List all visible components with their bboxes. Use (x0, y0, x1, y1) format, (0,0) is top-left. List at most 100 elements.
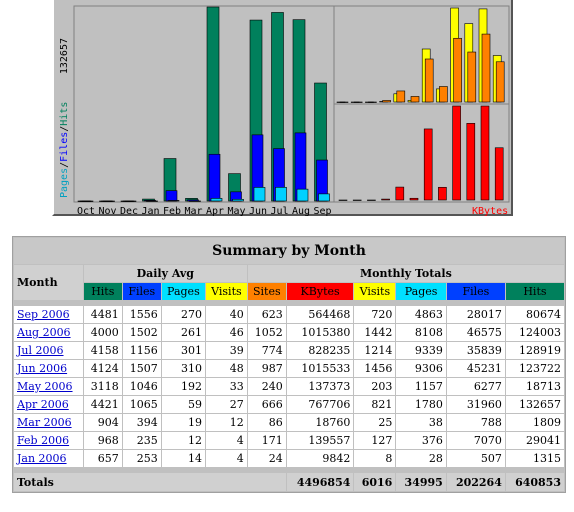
pages-bar (103, 200, 115, 202)
legend-pages: Pages (59, 168, 70, 198)
sites-cell: 1052 (247, 324, 286, 341)
month-link[interactable]: Mar 2006 (17, 416, 72, 429)
kbytes-cell: 767706 (286, 396, 354, 413)
daily-files-cell: 1507 (122, 360, 161, 377)
kbytes-panel (333, 103, 510, 203)
total-pages: 34995 (396, 473, 446, 491)
month-cell: Mar 2006 (14, 414, 83, 431)
daily-pages-cell: 12 (161, 432, 205, 449)
daily-visits-cell: 12 (206, 414, 247, 431)
kbytes-bar (452, 105, 461, 201)
visits-cell: 720 (354, 306, 396, 323)
hits-cell: 132657 (505, 396, 564, 413)
sites-bar (467, 51, 477, 103)
total-visits: 6016 (354, 473, 396, 491)
totals-label: Totals (14, 473, 286, 491)
month-label: Nov (99, 206, 117, 217)
daily-visits-cell: 27 (206, 396, 247, 413)
files-cell: 45231 (446, 360, 505, 377)
sites-cell: 623 (247, 306, 286, 323)
month-link[interactable]: Sep 2006 (17, 308, 70, 321)
daily-files-cell: 1502 (122, 324, 161, 341)
kbytes-bar (367, 199, 376, 201)
hits-cell: 128919 (505, 342, 564, 359)
month-link[interactable]: Feb 2006 (17, 434, 70, 447)
legend-files: Files (59, 132, 70, 162)
month-label: Mar (185, 206, 203, 217)
month-label: Apr (206, 206, 224, 217)
sites-cell: 24 (247, 450, 286, 467)
month-link[interactable]: Aug 2006 (17, 326, 71, 339)
legend-hits: Hits (59, 102, 70, 126)
kbytes-bar (409, 197, 419, 201)
month-cell: Sep 2006 (14, 306, 83, 323)
sites-bar (439, 86, 448, 103)
hits-cell: 124003 (505, 324, 564, 341)
month-cell: Feb 2006 (14, 432, 83, 449)
files-cell: 31960 (446, 396, 505, 413)
daily-visits-cell: 4 (206, 450, 247, 467)
daily-files-cell: 1156 (122, 342, 161, 359)
visits-cell: 821 (354, 396, 396, 413)
daily-visits-cell: 39 (206, 342, 247, 359)
pages-bar (210, 198, 223, 202)
pages-cell: 38 (396, 414, 446, 431)
month-label: Sep (314, 206, 332, 217)
kbytes-cell: 1015380 (286, 324, 354, 341)
month-cell: Apr 2006 (14, 396, 83, 413)
col-monthly-pages: Pages (396, 283, 446, 300)
pages-bar (296, 188, 309, 202)
visits-cell: 203 (354, 378, 396, 395)
pages-bar (189, 200, 201, 202)
sites-bar (481, 33, 491, 103)
kbytes-bar (381, 198, 390, 201)
sites-bar (495, 61, 505, 103)
totals-row: Totals 4496854 6016 34995 202264 640853 (14, 473, 564, 491)
left-max-label: 132657 (59, 38, 70, 74)
col-monthly-files: Files (446, 283, 505, 300)
daily-pages-cell: 19 (161, 414, 205, 431)
pages-bar (81, 200, 94, 202)
pages-bar (146, 200, 158, 202)
month-label: Feb (163, 206, 181, 217)
daily-pages-cell: 261 (161, 324, 205, 341)
daily-visits-cell: 33 (206, 378, 247, 395)
month-link[interactable]: Apr 2006 (17, 398, 69, 411)
pages-cell: 376 (396, 432, 446, 449)
kbytes-bar (466, 123, 476, 201)
pages-cell: 8108 (396, 324, 446, 341)
graph-canvas: 132657 Pages/Files/Hits 1456 1015533 Oct… (59, 5, 510, 217)
month-cell: May 2006 (14, 378, 83, 395)
kbytes-bar (395, 186, 405, 201)
month-link[interactable]: Jan 2006 (17, 452, 67, 465)
table-row: Apr 2006 4421 1065 59 27 666 767706 821 … (14, 396, 564, 413)
pages-bar (232, 199, 244, 202)
daily-hits-cell: 4158 (83, 342, 122, 359)
daily-pages-cell: 14 (161, 450, 205, 467)
files-bar (208, 153, 221, 202)
files-cell: 28017 (446, 306, 505, 323)
kbytes-cell: 564468 (286, 306, 354, 323)
hits-cell: 29041 (505, 432, 564, 449)
sites-cell: 171 (247, 432, 286, 449)
sites-bar (368, 101, 377, 103)
table-row: Jan 2006 657 253 14 4 24 9842 8 28 507 1… (14, 450, 564, 467)
summary-by-month-table: Summary by Month Month Daily Avg Monthly… (12, 236, 566, 493)
table-row: Jul 2006 4158 1156 301 39 774 828235 121… (14, 342, 564, 359)
pages-bar (253, 187, 266, 202)
table-row: Aug 2006 4000 1502 261 46 1052 1015380 1… (14, 324, 564, 341)
month-label: Dec (120, 206, 138, 217)
month-link[interactable]: May 2006 (17, 380, 73, 393)
kbytes-cell: 828235 (286, 342, 354, 359)
col-monthly-hits: Hits (505, 283, 564, 300)
bars-layer (77, 6, 505, 202)
files-cell: 35839 (446, 342, 505, 359)
table-row: Sep 2006 4481 1556 270 40 623 564468 720… (14, 306, 564, 323)
month-link[interactable]: Jul 2006 (17, 344, 64, 357)
month-link[interactable]: Jun 2006 (17, 362, 68, 375)
daily-visits-cell: 46 (206, 324, 247, 341)
daily-visits-cell: 48 (206, 360, 247, 377)
sites-bar (382, 100, 391, 103)
pages-bar (275, 187, 287, 202)
pages-cell: 4863 (396, 306, 446, 323)
